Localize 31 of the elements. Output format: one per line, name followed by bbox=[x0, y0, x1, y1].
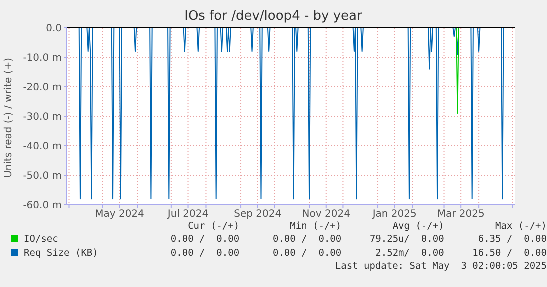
text: 79.25u/ 0.00 bbox=[368, 233, 444, 247]
text: 0.00 / 0.00 bbox=[170, 233, 240, 247]
y-tick-label: -20.0 m bbox=[23, 82, 62, 94]
text: Max (-/+) bbox=[494, 221, 547, 233]
text: Last update: Sat May 3 02:00:05 2025 bbox=[334, 261, 547, 273]
x-tick-label: Nov 2024 bbox=[302, 209, 350, 220]
text: Cur (-/+) bbox=[187, 221, 240, 233]
y-tick-label: -10.0 m bbox=[23, 53, 62, 64]
chart-title: IOs for /dev/loop4 - by year bbox=[184, 9, 364, 24]
text: 0.00 / 0.00 bbox=[272, 233, 342, 247]
x-tick-label: Mar 2025 bbox=[437, 209, 485, 220]
y-tick-label: -40.0 m bbox=[23, 142, 62, 153]
text: 2.52m/ 0.00 bbox=[374, 247, 444, 261]
x-tick-label: May 2024 bbox=[95, 209, 144, 220]
legend-label: IO/sec bbox=[23, 233, 60, 247]
y-tick-label: -60.0 m bbox=[23, 200, 62, 212]
x-tick-label: Jul 2024 bbox=[166, 209, 209, 220]
y-tick-label: -30.0 m bbox=[23, 112, 62, 124]
y-axis-title: Units read (-) / write (+) bbox=[4, 58, 14, 178]
text: Avg (-/+) bbox=[392, 221, 444, 233]
x-tick-label: Jan 2025 bbox=[372, 209, 417, 220]
y-tick-label: -50.0 m bbox=[23, 171, 62, 182]
text: 0.00 / 0.00 bbox=[170, 247, 240, 261]
text: 16.50 / 0.00 bbox=[472, 247, 547, 261]
text: 0.00 / 0.00 bbox=[272, 247, 342, 261]
text: 6.35 / 0.00 bbox=[477, 233, 547, 247]
line-series bbox=[67, 28, 515, 200]
x-tick-label: Sep 2024 bbox=[234, 209, 282, 220]
legend-label: Req Size (KB) bbox=[23, 247, 100, 261]
y-tick-label: 0.0 bbox=[46, 24, 62, 35]
text: Min (-/+) bbox=[289, 221, 342, 233]
